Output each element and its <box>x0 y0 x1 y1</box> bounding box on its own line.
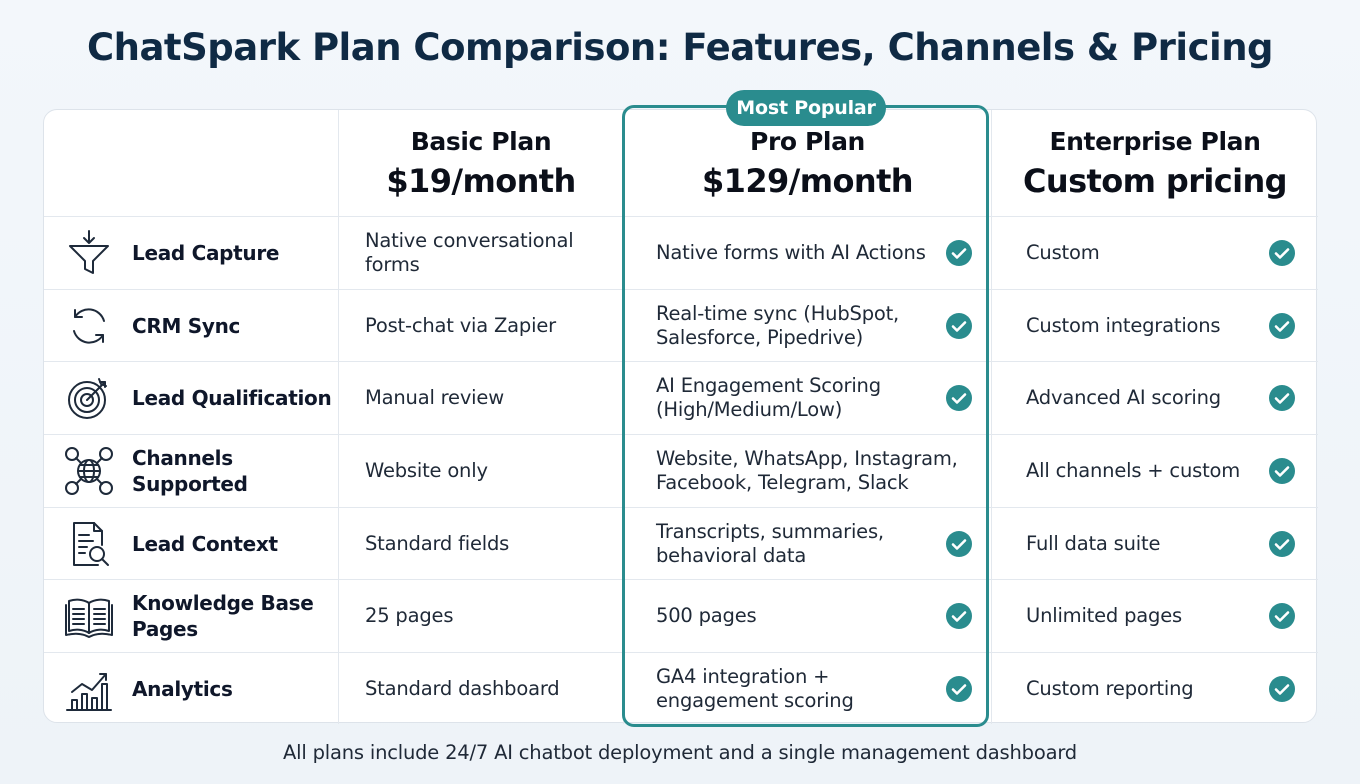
check-icon <box>1269 240 1295 266</box>
plan-price-basic: $19/month <box>386 161 576 200</box>
check-icon <box>1269 603 1295 629</box>
sync-icon <box>64 301 114 351</box>
check-icon <box>1269 312 1295 339</box>
check-icon <box>946 530 972 557</box>
plan-header-pro: Pro Plan $129/month <box>624 110 991 216</box>
table-row: Lead Context Standard fields Transcripts… <box>44 507 1318 579</box>
check-icon <box>946 603 972 629</box>
enterprise-value: Full data suite <box>1026 531 1161 555</box>
funnel-icon <box>64 228 114 278</box>
feature-label: CRM Sync <box>132 313 241 338</box>
enterprise-cell: Custom integrations <box>991 290 1318 361</box>
target-icon <box>64 373 114 423</box>
table-row: Lead Capture Native conversational forms… <box>44 216 1318 289</box>
feature-label: Lead Qualification <box>132 386 332 410</box>
enterprise-cell: Custom <box>991 217 1318 289</box>
plan-name-pro: Pro Plan <box>750 126 865 156</box>
enterprise-value: Custom reporting <box>1026 676 1194 700</box>
plan-price-pro: $129/month <box>702 161 914 200</box>
basic-value: Manual review <box>365 386 504 409</box>
enterprise-cell: All channels + custom <box>991 435 1318 507</box>
table-row: Knowledge Base Pages 25 pages 500 pages … <box>44 579 1318 652</box>
footer-note: All plans include 24/7 AI chatbot deploy… <box>283 741 1077 764</box>
feature-label: Knowledge Base Pages <box>132 591 314 641</box>
feature-label: Lead Capture <box>132 241 280 265</box>
feature-cell: Knowledge Base Pages <box>44 580 339 652</box>
check-icon <box>946 240 972 266</box>
table-header-row: Basic Plan $19/month Pro Plan $129/month… <box>44 110 1318 216</box>
bar-chart-icon <box>64 664 114 714</box>
enterprise-value: Unlimited pages <box>1026 604 1182 627</box>
header-empty-cell <box>44 110 339 216</box>
enterprise-cell: Advanced AI scoring <box>991 362 1318 434</box>
enterprise-value: Custom integrations <box>1026 313 1221 337</box>
feature-cell: Lead Context <box>44 508 339 579</box>
feature-cell: Lead Capture <box>44 217 339 289</box>
basic-value: Standard dashboard <box>365 676 560 700</box>
pro-value: Website, WhatsApp, Instagram, Facebook, … <box>656 447 958 494</box>
table-row: Analytics Standard dashboard GA4 integra… <box>44 652 1318 724</box>
pro-cell: Real-time sync (HubSpot, Salesforce, Pip… <box>624 290 991 361</box>
pro-value: Native forms with AI Actions <box>656 241 926 264</box>
table-row: Channels Supported Website only Website,… <box>44 434 1318 507</box>
feature-cell: CRM Sync <box>44 290 339 361</box>
pro-cell: Native forms with AI Actions <box>624 217 991 289</box>
open-book-icon <box>64 591 114 641</box>
feature-label: Channels Supported <box>132 446 248 496</box>
basic-value: Post-chat via Zapier <box>365 313 556 337</box>
check-icon <box>1269 385 1295 411</box>
enterprise-cell: Unlimited pages <box>991 580 1318 652</box>
basic-cell: Standard fields <box>339 508 624 579</box>
pro-cell: Website, WhatsApp, Instagram, Facebook, … <box>624 435 991 507</box>
plan-header-basic: Basic Plan $19/month <box>339 110 624 216</box>
feature-cell: Analytics <box>44 653 339 724</box>
pro-cell: AI Engagement Scoring (High/Medium/Low) <box>624 362 991 434</box>
enterprise-value: All channels + custom <box>1026 459 1241 482</box>
plan-header-enterprise: Enterprise Plan Custom pricing <box>991 110 1318 216</box>
check-icon <box>946 312 972 339</box>
basic-cell: Website only <box>339 435 624 507</box>
enterprise-cell: Full data suite <box>991 508 1318 579</box>
globe-network-icon <box>64 446 114 496</box>
feature-label: Lead Context <box>132 531 278 556</box>
plan-name-enterprise: Enterprise Plan <box>1049 126 1261 156</box>
basic-cell: Native conversational forms <box>339 217 624 289</box>
check-icon <box>1269 458 1295 484</box>
check-icon <box>946 385 972 411</box>
basic-value: Standard fields <box>365 531 510 555</box>
basic-value: 25 pages <box>365 604 454 627</box>
table-row: CRM Sync Post-chat via Zapier Real-time … <box>44 289 1318 361</box>
table-row: Lead Qualification Manual review AI Enga… <box>44 361 1318 434</box>
check-icon <box>1269 530 1295 557</box>
pro-value: AI Engagement Scoring (High/Medium/Low) <box>656 374 881 421</box>
pro-cell: Transcripts, summaries, behavioral data <box>624 508 991 579</box>
feature-cell: Channels Supported <box>44 435 339 507</box>
enterprise-value: Advanced AI scoring <box>1026 386 1221 409</box>
most-popular-badge: Most Popular <box>726 90 886 126</box>
basic-cell: Standard dashboard <box>339 653 624 724</box>
basic-cell: Post-chat via Zapier <box>339 290 624 361</box>
pro-value: Real-time sync (HubSpot, Salesforce, Pip… <box>656 301 900 349</box>
basic-value: Website only <box>365 459 488 482</box>
document-search-icon <box>64 519 114 569</box>
feature-label: Analytics <box>132 676 233 701</box>
check-icon <box>1269 675 1295 702</box>
pro-cell: 500 pages <box>624 580 991 652</box>
page-title: ChatSpark Plan Comparison: Features, Cha… <box>86 26 1274 69</box>
pro-value: GA4 integration + engagement scoring <box>656 664 854 712</box>
basic-value: Native conversational forms <box>365 229 574 276</box>
enterprise-value: Custom <box>1026 241 1100 264</box>
plan-price-enterprise: Custom pricing <box>1023 161 1288 200</box>
enterprise-cell: Custom reporting <box>991 653 1318 724</box>
basic-cell: Manual review <box>339 362 624 434</box>
basic-cell: 25 pages <box>339 580 624 652</box>
pro-value: 500 pages <box>656 604 757 627</box>
plan-name-basic: Basic Plan <box>410 126 552 156</box>
pro-value: Transcripts, summaries, behavioral data <box>656 519 884 567</box>
pro-cell: GA4 integration + engagement scoring <box>624 653 991 724</box>
check-icon <box>946 675 972 702</box>
feature-cell: Lead Qualification <box>44 362 339 434</box>
comparison-table: Basic Plan $19/month Pro Plan $129/month… <box>43 109 1318 724</box>
